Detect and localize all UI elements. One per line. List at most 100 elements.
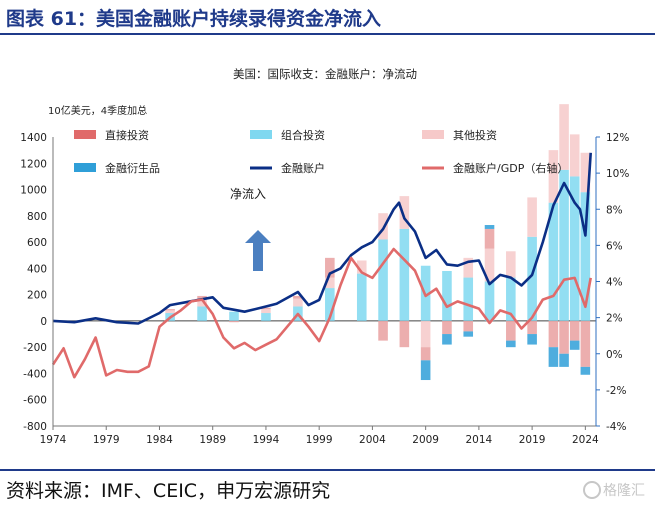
y-tick-label: -200 bbox=[23, 342, 47, 354]
portfolio-bar bbox=[506, 277, 516, 321]
portfolio-bar bbox=[559, 169, 569, 321]
direct-investment-bar bbox=[569, 320, 580, 341]
other-investment-bar bbox=[580, 152, 591, 193]
other-investment-bar bbox=[293, 298, 303, 307]
x-tick-label: 2004 bbox=[359, 434, 386, 446]
portfolio-bar bbox=[569, 176, 580, 321]
annotation-label: 净流入 bbox=[230, 187, 266, 201]
other-investment-bar bbox=[165, 310, 175, 314]
legend-swatch bbox=[74, 163, 96, 172]
chart-title: 美国：国际收支：金融账户：净流动 bbox=[233, 67, 417, 81]
other-investment-bar bbox=[463, 257, 474, 278]
y2-tick-label: 6% bbox=[606, 240, 623, 252]
y-tick-label: -400 bbox=[23, 368, 47, 380]
up-arrow-icon bbox=[245, 230, 271, 271]
derivatives-bar bbox=[580, 366, 591, 375]
derivatives-bar bbox=[442, 334, 452, 345]
other-investment-bar bbox=[399, 196, 410, 229]
portfolio-bar bbox=[527, 236, 537, 321]
direct-investment-bar bbox=[325, 257, 335, 278]
direct-investment-bar bbox=[229, 320, 239, 323]
other-investment-bar bbox=[378, 213, 388, 240]
x-tick-label: 1974 bbox=[40, 434, 67, 446]
derivatives-bar bbox=[527, 334, 537, 345]
direct-investment-bar bbox=[559, 320, 569, 354]
y-tick-label: 800 bbox=[27, 211, 47, 223]
y2-tick-label: -4% bbox=[606, 421, 626, 433]
x-tick-label: 2019 bbox=[519, 434, 546, 446]
other-investment-bar bbox=[420, 320, 431, 348]
portfolio-bar bbox=[197, 306, 207, 321]
title-rule bbox=[0, 33, 655, 35]
bar-layer bbox=[165, 104, 591, 381]
direct-investment-bar bbox=[506, 320, 516, 341]
units-label: 10亿美元，4季度加总 bbox=[48, 104, 147, 117]
portfolio-bar bbox=[442, 270, 452, 321]
direct-investment-bar bbox=[442, 320, 452, 335]
direct-investment-bar bbox=[197, 295, 207, 299]
other-investment-bar bbox=[325, 277, 335, 289]
portfolio-bar bbox=[261, 313, 271, 321]
y2-tick-label: 10% bbox=[606, 168, 629, 180]
x-tick-label: 2009 bbox=[412, 434, 439, 446]
y-tick-label: 600 bbox=[27, 237, 47, 249]
portfolio-bar bbox=[229, 311, 239, 321]
legend-label: 金融衍生品 bbox=[105, 161, 160, 175]
other-investment-bar bbox=[559, 104, 569, 170]
financial-account-gdp-line bbox=[51, 247, 592, 379]
line-layer bbox=[51, 152, 592, 379]
y2-tick-label: 4% bbox=[606, 277, 623, 289]
source-note: 资料来源：IMF、CEIC，申万宏源研究 bbox=[6, 480, 331, 502]
direct-investment-bar bbox=[293, 295, 303, 299]
other-investment-bar bbox=[197, 298, 207, 307]
y-tick-label: 200 bbox=[27, 290, 47, 302]
direct-investment-bar bbox=[261, 307, 271, 310]
x-tick-label: 2024 bbox=[572, 434, 599, 446]
y2-tick-label: -2% bbox=[606, 385, 626, 397]
derivatives-bar bbox=[559, 353, 569, 367]
y2-tick-label: 0% bbox=[606, 349, 623, 361]
direct-investment-bar bbox=[378, 320, 388, 341]
x-tick-label: 1994 bbox=[253, 434, 280, 446]
y-tick-label: 1400 bbox=[20, 132, 47, 144]
x-tick-label: 1999 bbox=[306, 434, 333, 446]
portfolio-bar bbox=[325, 288, 335, 321]
direct-investment-bar bbox=[548, 320, 559, 348]
y-tick-label: -600 bbox=[23, 395, 47, 407]
chart: -800 -600 -400 -200 0 200 400 600 800 1000 1200 140… bbox=[20, 67, 629, 446]
legend-label: 金融账户/GDP（右轴） bbox=[453, 161, 568, 175]
legend-swatch bbox=[422, 130, 444, 139]
y2-tick-label: 8% bbox=[606, 204, 623, 216]
y-tick-label: 400 bbox=[27, 263, 47, 275]
direct-investment-bar bbox=[463, 320, 474, 332]
legend-label: 直接投资 bbox=[105, 128, 149, 142]
y-tick-label: 1200 bbox=[20, 158, 47, 170]
watermark-logo-icon bbox=[583, 481, 601, 499]
x-tick-label: 1984 bbox=[146, 434, 173, 446]
direct-investment-bar bbox=[399, 320, 410, 348]
direct-investment-bar bbox=[484, 228, 495, 249]
axes: -800 -600 -400 -200 0 200 400 600 800 1000 1200 140… bbox=[20, 132, 629, 446]
legend-swatch bbox=[74, 130, 96, 139]
legend-label: 金融账户 bbox=[281, 161, 325, 175]
portfolio-bar bbox=[484, 281, 495, 321]
other-investment-bar bbox=[261, 309, 271, 314]
direct-investment-bar bbox=[165, 309, 175, 311]
legend-label: 组合投资 bbox=[281, 128, 325, 142]
other-investment-bar bbox=[356, 260, 367, 274]
watermark-text: 格隆汇 bbox=[603, 483, 645, 499]
portfolio-bar bbox=[580, 192, 591, 321]
portfolio-bar bbox=[548, 202, 559, 321]
derivatives-bar bbox=[569, 340, 580, 350]
other-investment-bar bbox=[527, 197, 537, 237]
legend-label: 其他投资 bbox=[453, 128, 497, 142]
x-tick-label: 2014 bbox=[466, 434, 493, 446]
y-tick-label: 0 bbox=[40, 316, 47, 328]
y-tick-label: 1000 bbox=[20, 185, 47, 197]
y2-tick-label: 12% bbox=[606, 132, 629, 144]
y2-tick-label: 2% bbox=[606, 313, 623, 325]
other-investment-bar bbox=[569, 134, 580, 177]
other-investment-bar bbox=[506, 251, 516, 278]
y-tick-label: -800 bbox=[23, 421, 47, 433]
